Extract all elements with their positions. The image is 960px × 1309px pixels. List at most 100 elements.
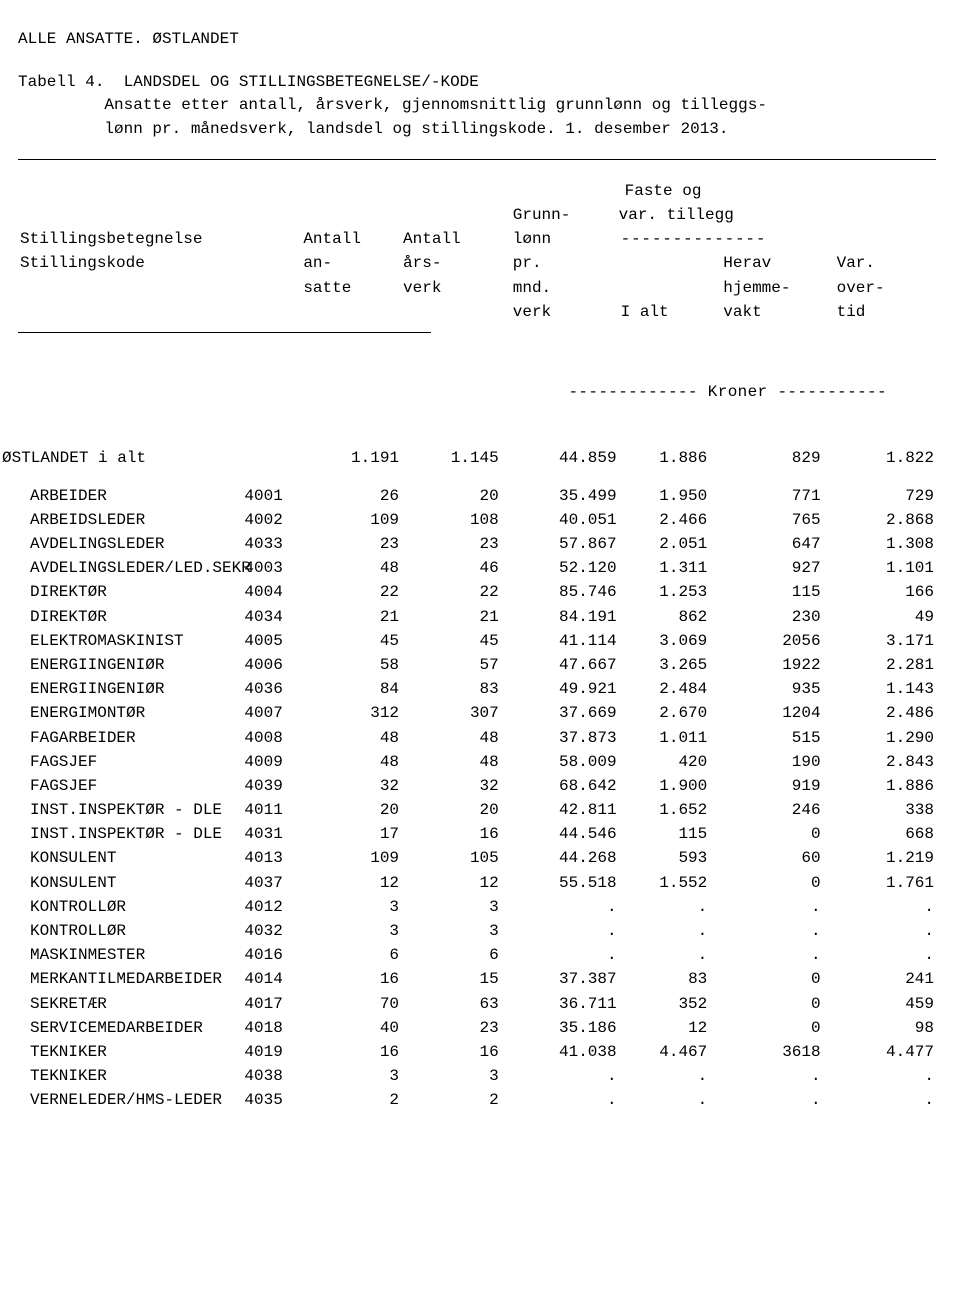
table-cell: 668 bbox=[823, 823, 936, 847]
table-cell: 84 bbox=[301, 678, 401, 702]
table-row: KONSULENT4037121255.5181.55201.761 bbox=[18, 871, 936, 895]
header-ialt: I alt bbox=[619, 300, 710, 324]
table-cell: 41.114 bbox=[501, 629, 619, 653]
table-cell: 44.546 bbox=[501, 823, 619, 847]
table-cell: 4001 bbox=[242, 484, 301, 508]
table-cell: 771 bbox=[709, 484, 822, 508]
table-cell: 35.499 bbox=[501, 484, 619, 508]
table-cell: 48 bbox=[301, 726, 401, 750]
table-cell: 3 bbox=[301, 1065, 401, 1089]
table-cell: 0 bbox=[709, 823, 822, 847]
table-cell: 1.311 bbox=[619, 557, 710, 581]
table-cell: 862 bbox=[619, 605, 710, 629]
table-cell: TEKNIKER bbox=[18, 1065, 242, 1089]
table-cell: 230 bbox=[709, 605, 822, 629]
table-cell: 16 bbox=[301, 968, 401, 992]
table-cell: 4005 bbox=[242, 629, 301, 653]
section-total-row: ØSTLANDET i alt 1.191 1.145 44.859 1.886… bbox=[18, 441, 936, 484]
table-cell: 4004 bbox=[242, 581, 301, 605]
table-cell: KONTROLLØR bbox=[18, 920, 242, 944]
table-cell: ARBEIDER bbox=[18, 484, 242, 508]
table-cell: 105 bbox=[401, 847, 501, 871]
table-row: AVDELINGSLEDER4033232357.8672.0516471.30… bbox=[18, 533, 936, 557]
table-cell: . bbox=[709, 944, 822, 968]
table-row: FAGSJEF4039323268.6421.9009191.886 bbox=[18, 774, 936, 798]
section-label: ØSTLANDET i alt bbox=[0, 441, 224, 484]
table-row: ENERGIINGENIØR4006585747.6673.26519222.2… bbox=[18, 653, 936, 677]
table-cell: 2.868 bbox=[823, 508, 936, 532]
table-cell: 1.886 bbox=[823, 774, 936, 798]
table-cell: 32 bbox=[401, 774, 501, 798]
table-cell: 52.120 bbox=[501, 557, 619, 581]
table-cell: . bbox=[619, 1089, 710, 1113]
header-row-2: Stillingskode an- års- pr. Herav Var. bbox=[18, 252, 936, 276]
table-cell: SEKRETÆR bbox=[18, 992, 242, 1016]
table-cell: . bbox=[501, 895, 619, 919]
table-cell: 0 bbox=[709, 968, 822, 992]
header-grunn: Grunn- bbox=[501, 203, 619, 227]
table-cell: 2.670 bbox=[619, 702, 710, 726]
table-cell: . bbox=[501, 920, 619, 944]
table-cell: ENERGIINGENIØR bbox=[18, 653, 242, 677]
table-cell: 2056 bbox=[709, 629, 822, 653]
header-mnd: mnd. bbox=[501, 276, 619, 300]
table-cell: 2.051 bbox=[619, 533, 710, 557]
table-cell: 4006 bbox=[242, 653, 301, 677]
table-cell: 1.761 bbox=[823, 871, 936, 895]
table-cell: 23 bbox=[401, 533, 501, 557]
table-cell: 4031 bbox=[242, 823, 301, 847]
page-header: ALLE ANSATTE. ØSTLANDET bbox=[18, 28, 936, 51]
kroner-dash-right: ----------- bbox=[777, 383, 886, 401]
table-cell: 4002 bbox=[242, 508, 301, 532]
table-cell: 919 bbox=[709, 774, 822, 798]
table-cell: AVDELINGSLEDER/LED.SEKR bbox=[18, 557, 242, 581]
table-cell: 2.466 bbox=[619, 508, 710, 532]
table-cell: 352 bbox=[619, 992, 710, 1016]
table-cell: 40 bbox=[301, 1016, 401, 1040]
table-cell: 1.011 bbox=[619, 726, 710, 750]
section-grunn: 44.859 bbox=[501, 441, 619, 484]
table-row: INST.INSPEKTØR - DLE4011202042.8111.6522… bbox=[18, 799, 936, 823]
table-cell: 44.268 bbox=[501, 847, 619, 871]
table-cell: ARBEIDSLEDER bbox=[18, 508, 242, 532]
table-cell: 68.642 bbox=[501, 774, 619, 798]
header-antall-1: Antall bbox=[301, 228, 401, 252]
table-cell: 4038 bbox=[242, 1065, 301, 1089]
table-cell: 4037 bbox=[242, 871, 301, 895]
table-cell: 41.038 bbox=[501, 1040, 619, 1064]
section-herav: 829 bbox=[709, 441, 822, 484]
table-cell: 55.518 bbox=[501, 871, 619, 895]
header-lonn: lønn bbox=[501, 228, 619, 252]
table-cell: 42.811 bbox=[501, 799, 619, 823]
table-cell: 3.171 bbox=[823, 629, 936, 653]
table-cell: 1.290 bbox=[823, 726, 936, 750]
table-cell: 23 bbox=[301, 533, 401, 557]
table-cell: 35.186 bbox=[501, 1016, 619, 1040]
table-cell: 1.552 bbox=[619, 871, 710, 895]
table-row: TEKNIKER4019161641.0384.46736184.477 bbox=[18, 1040, 936, 1064]
data-rows: ARBEIDER4001262035.4991.950771729ARBEIDS… bbox=[18, 484, 936, 1113]
table-cell: 60 bbox=[709, 847, 822, 871]
table-cell: 83 bbox=[619, 968, 710, 992]
table-cell: 4007 bbox=[242, 702, 301, 726]
table-cell: . bbox=[619, 920, 710, 944]
table-cell: 166 bbox=[823, 581, 936, 605]
table-cell: 85.746 bbox=[501, 581, 619, 605]
header-satte: satte bbox=[301, 276, 401, 300]
table-cell: . bbox=[823, 1089, 936, 1113]
table-cell: 48 bbox=[401, 750, 501, 774]
table-cell: 26 bbox=[301, 484, 401, 508]
table-cell: 21 bbox=[301, 605, 401, 629]
table-cell: 6 bbox=[401, 944, 501, 968]
header-verk: verk bbox=[401, 276, 501, 300]
table-cell: 36.711 bbox=[501, 992, 619, 1016]
table-row: SERVICEMEDARBEIDER4018402335.18612098 bbox=[18, 1016, 936, 1040]
table-cell: DIREKTØR bbox=[18, 581, 242, 605]
table-cell: KONSULENT bbox=[18, 871, 242, 895]
table-cell: 12 bbox=[301, 871, 401, 895]
table-cell: DIREKTØR bbox=[18, 605, 242, 629]
table-cell: 0 bbox=[709, 871, 822, 895]
table-cell: ELEKTROMASKINIST bbox=[18, 629, 242, 653]
table-cell: . bbox=[619, 895, 710, 919]
table-cell: 4039 bbox=[242, 774, 301, 798]
